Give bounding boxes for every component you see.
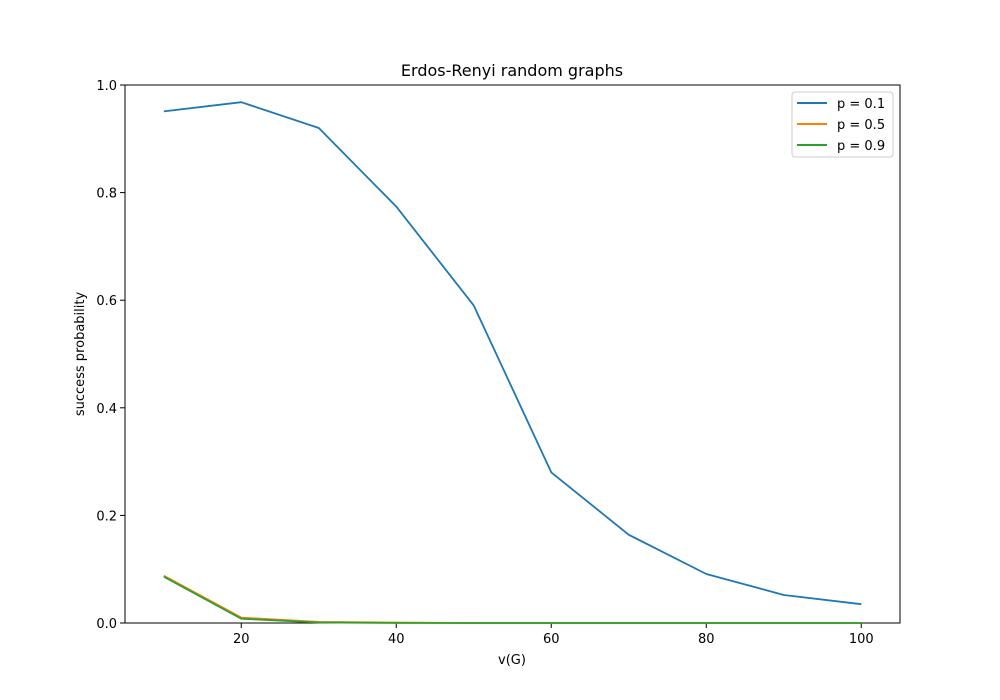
legend-box	[791, 91, 894, 158]
x-tick-label: 60	[543, 632, 560, 647]
series-line-2	[163, 574, 862, 624]
y-tick-label: 1.0	[96, 79, 117, 94]
legend: p = 0.1 p = 0.5 p = 0.9	[791, 91, 894, 158]
x-tick-label: 100	[849, 632, 874, 647]
y-tick-label: 0.2	[96, 509, 117, 524]
chart-title: Erdos-Renyi random graphs	[401, 61, 623, 80]
legend-label-1: p = 0.1	[837, 97, 885, 112]
x-axis-label: v(G)	[498, 653, 526, 668]
y-tick-label: 0.8	[96, 187, 117, 202]
legend-label-2: p = 0.5	[837, 118, 885, 133]
x-tick-label: 80	[698, 632, 715, 647]
legend-label-3: p = 0.9	[837, 139, 885, 154]
series-line-3	[163, 575, 862, 624]
series-group	[163, 101, 862, 624]
y-axis: 0.0 0.2 0.4 0.6 0.8 1.0	[96, 79, 125, 632]
y-tick-label: 0.6	[96, 294, 117, 309]
series-line-1	[163, 101, 862, 606]
x-tick-label: 40	[388, 632, 405, 647]
y-tick-label: 0.0	[96, 617, 117, 632]
y-tick-label: 0.4	[96, 402, 117, 417]
x-tick-label: 20	[233, 632, 250, 647]
x-axis: 20 40 60 80 100	[233, 623, 874, 647]
y-axis-label: success probability	[73, 292, 88, 417]
plot-area-frame	[124, 84, 901, 624]
